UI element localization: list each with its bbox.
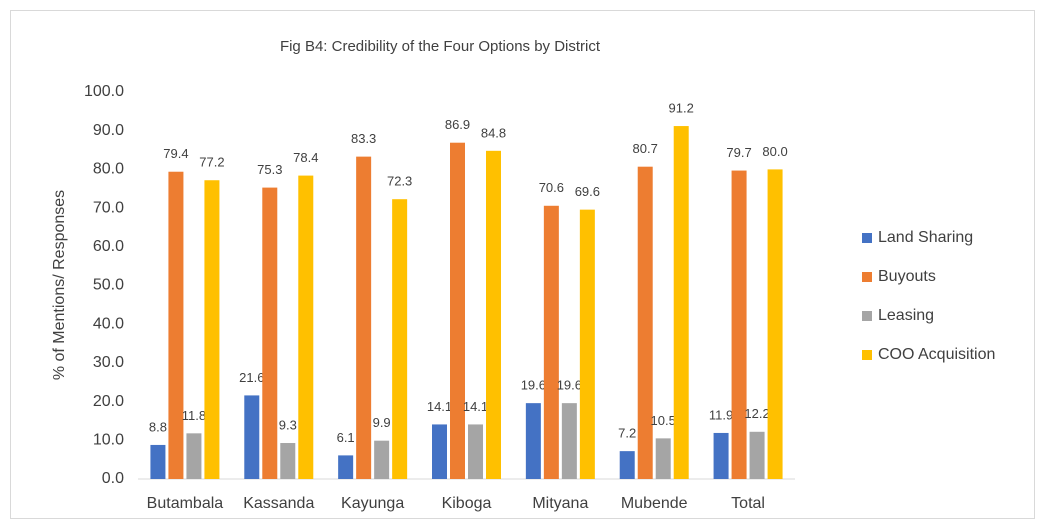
bar — [579, 209, 595, 479]
y-tick-label: 80.0 — [93, 161, 124, 178]
bar — [731, 170, 747, 479]
y-tick-label: 0.0 — [102, 470, 124, 487]
data-label: 77.2 — [199, 155, 224, 170]
legend-swatch — [862, 233, 872, 243]
y-tick-label: 10.0 — [93, 432, 124, 449]
legend-label: Leasing — [878, 307, 934, 324]
data-label: 69.6 — [575, 184, 600, 199]
bar — [244, 395, 260, 479]
bar — [468, 424, 483, 479]
y-tick-label: 20.0 — [93, 393, 124, 410]
y-tick-label: 90.0 — [93, 122, 124, 139]
y-tick-label: 60.0 — [93, 238, 124, 255]
data-label: 9.9 — [373, 415, 391, 430]
data-label: 14.1 — [463, 399, 488, 414]
bar — [280, 443, 296, 479]
bar — [637, 166, 653, 480]
bar — [543, 205, 559, 479]
bar — [673, 126, 689, 479]
bar — [356, 156, 372, 479]
data-label: 11.8 — [182, 408, 206, 423]
data-label: 78.4 — [293, 150, 318, 165]
y-tick-label: 100.0 — [84, 83, 124, 100]
bar — [655, 438, 671, 479]
bar — [749, 431, 765, 479]
bar — [486, 150, 501, 479]
bar — [168, 171, 184, 480]
legend-swatch — [862, 350, 872, 360]
data-label: 91.2 — [669, 100, 694, 115]
bar — [432, 424, 447, 479]
y-tick-label: 30.0 — [93, 354, 124, 371]
bar — [450, 142, 465, 479]
data-label: 79.4 — [163, 146, 188, 161]
data-label: 79.7 — [726, 145, 751, 160]
bar — [525, 403, 541, 479]
data-label: 8.8 — [149, 419, 167, 434]
x-tick-label: Butambala — [147, 495, 224, 512]
data-label: 86.9 — [445, 117, 470, 132]
bar — [298, 175, 314, 480]
chart-border — [10, 10, 1035, 519]
data-label: 19.6 — [521, 378, 546, 393]
x-tick-label: Kiboga — [442, 495, 492, 512]
bar — [392, 199, 408, 479]
y-tick-label: 50.0 — [93, 277, 124, 294]
x-tick-label: Kassanda — [243, 495, 314, 512]
bar — [262, 187, 278, 480]
data-label: 72.3 — [387, 174, 412, 189]
bar — [186, 433, 202, 479]
data-label: 10.5 — [651, 413, 676, 428]
data-label: 9.3 — [279, 417, 297, 432]
data-label: 7.2 — [618, 426, 636, 441]
y-tick-label: 70.0 — [93, 199, 124, 216]
x-tick-label: Total — [731, 495, 765, 512]
data-label: 14.1 — [427, 399, 452, 414]
x-tick-label: Kayunga — [341, 495, 404, 512]
data-label: 75.3 — [257, 162, 282, 177]
data-label: 83.3 — [351, 131, 376, 146]
bar — [374, 440, 390, 479]
bar — [204, 180, 220, 479]
data-label: 84.8 — [481, 125, 506, 140]
bar — [619, 451, 635, 479]
data-label: 21.6 — [239, 370, 264, 385]
bar — [561, 403, 577, 479]
legend-label: Land Sharing — [878, 229, 973, 246]
legend-swatch — [862, 311, 872, 321]
data-label: 6.1 — [337, 430, 355, 445]
chart-title: Fig B4: Credibility of the Four Options … — [280, 38, 601, 55]
x-tick-label: Mubende — [621, 495, 688, 512]
x-tick-label: Mityana — [532, 495, 588, 512]
data-label: 19.6 — [557, 378, 582, 393]
bar — [150, 444, 166, 479]
data-label: 80.7 — [633, 141, 658, 156]
legend-label: COO Acquisition — [878, 346, 995, 363]
y-axis-label: % of Mentions/ Responses — [51, 190, 68, 380]
bar — [338, 455, 354, 479]
data-label: 80.0 — [762, 144, 787, 159]
y-tick-label: 40.0 — [93, 315, 124, 332]
bar — [713, 432, 729, 479]
legend-label: Buyouts — [878, 268, 936, 285]
legend-swatch — [862, 272, 872, 282]
data-label: 11.9 — [709, 407, 733, 422]
data-label: 12.2 — [744, 406, 769, 421]
data-label: 70.6 — [539, 180, 564, 195]
bar — [767, 169, 783, 479]
